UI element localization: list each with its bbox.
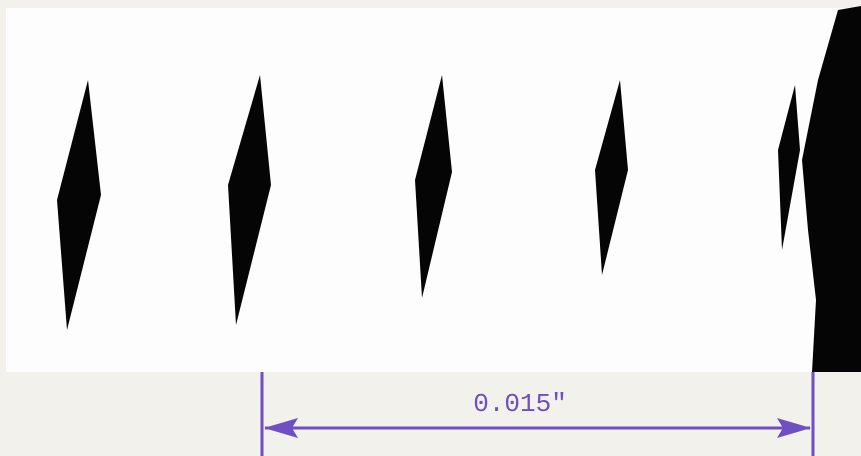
dimension-label: 0.015" — [473, 389, 567, 419]
scan: 0.015" — [0, 0, 861, 456]
page: 0.015" (() => { const data = JSON.parse(… — [0, 0, 861, 456]
